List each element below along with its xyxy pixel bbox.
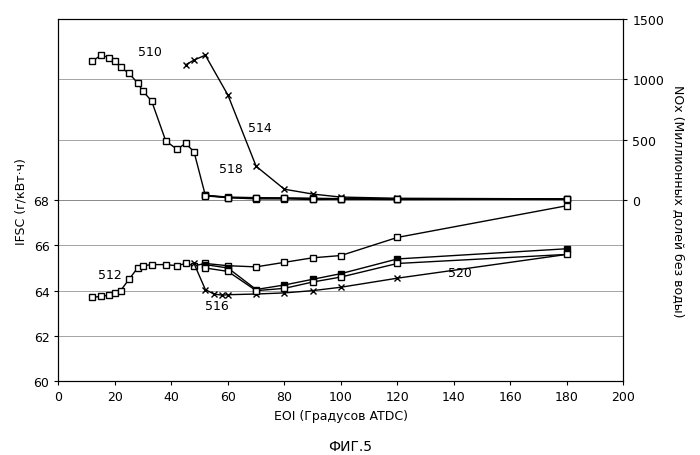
Y-axis label: IFSC (г/кВт·ч): IFSC (г/кВт·ч) [15, 157, 28, 244]
Text: 520: 520 [448, 266, 472, 279]
Text: 510: 510 [137, 46, 162, 59]
Text: 512: 512 [98, 268, 122, 282]
Y-axis label: NOx (Миллионных долей без воды): NOx (Миллионных долей без воды) [672, 85, 685, 317]
Text: ФИГ.5: ФИГ.5 [328, 440, 372, 454]
Text: 514: 514 [248, 122, 272, 135]
Text: 518: 518 [219, 163, 244, 176]
Text: 516: 516 [205, 299, 229, 312]
X-axis label: EOI (Градусов ATDC): EOI (Градусов ATDC) [274, 409, 408, 422]
